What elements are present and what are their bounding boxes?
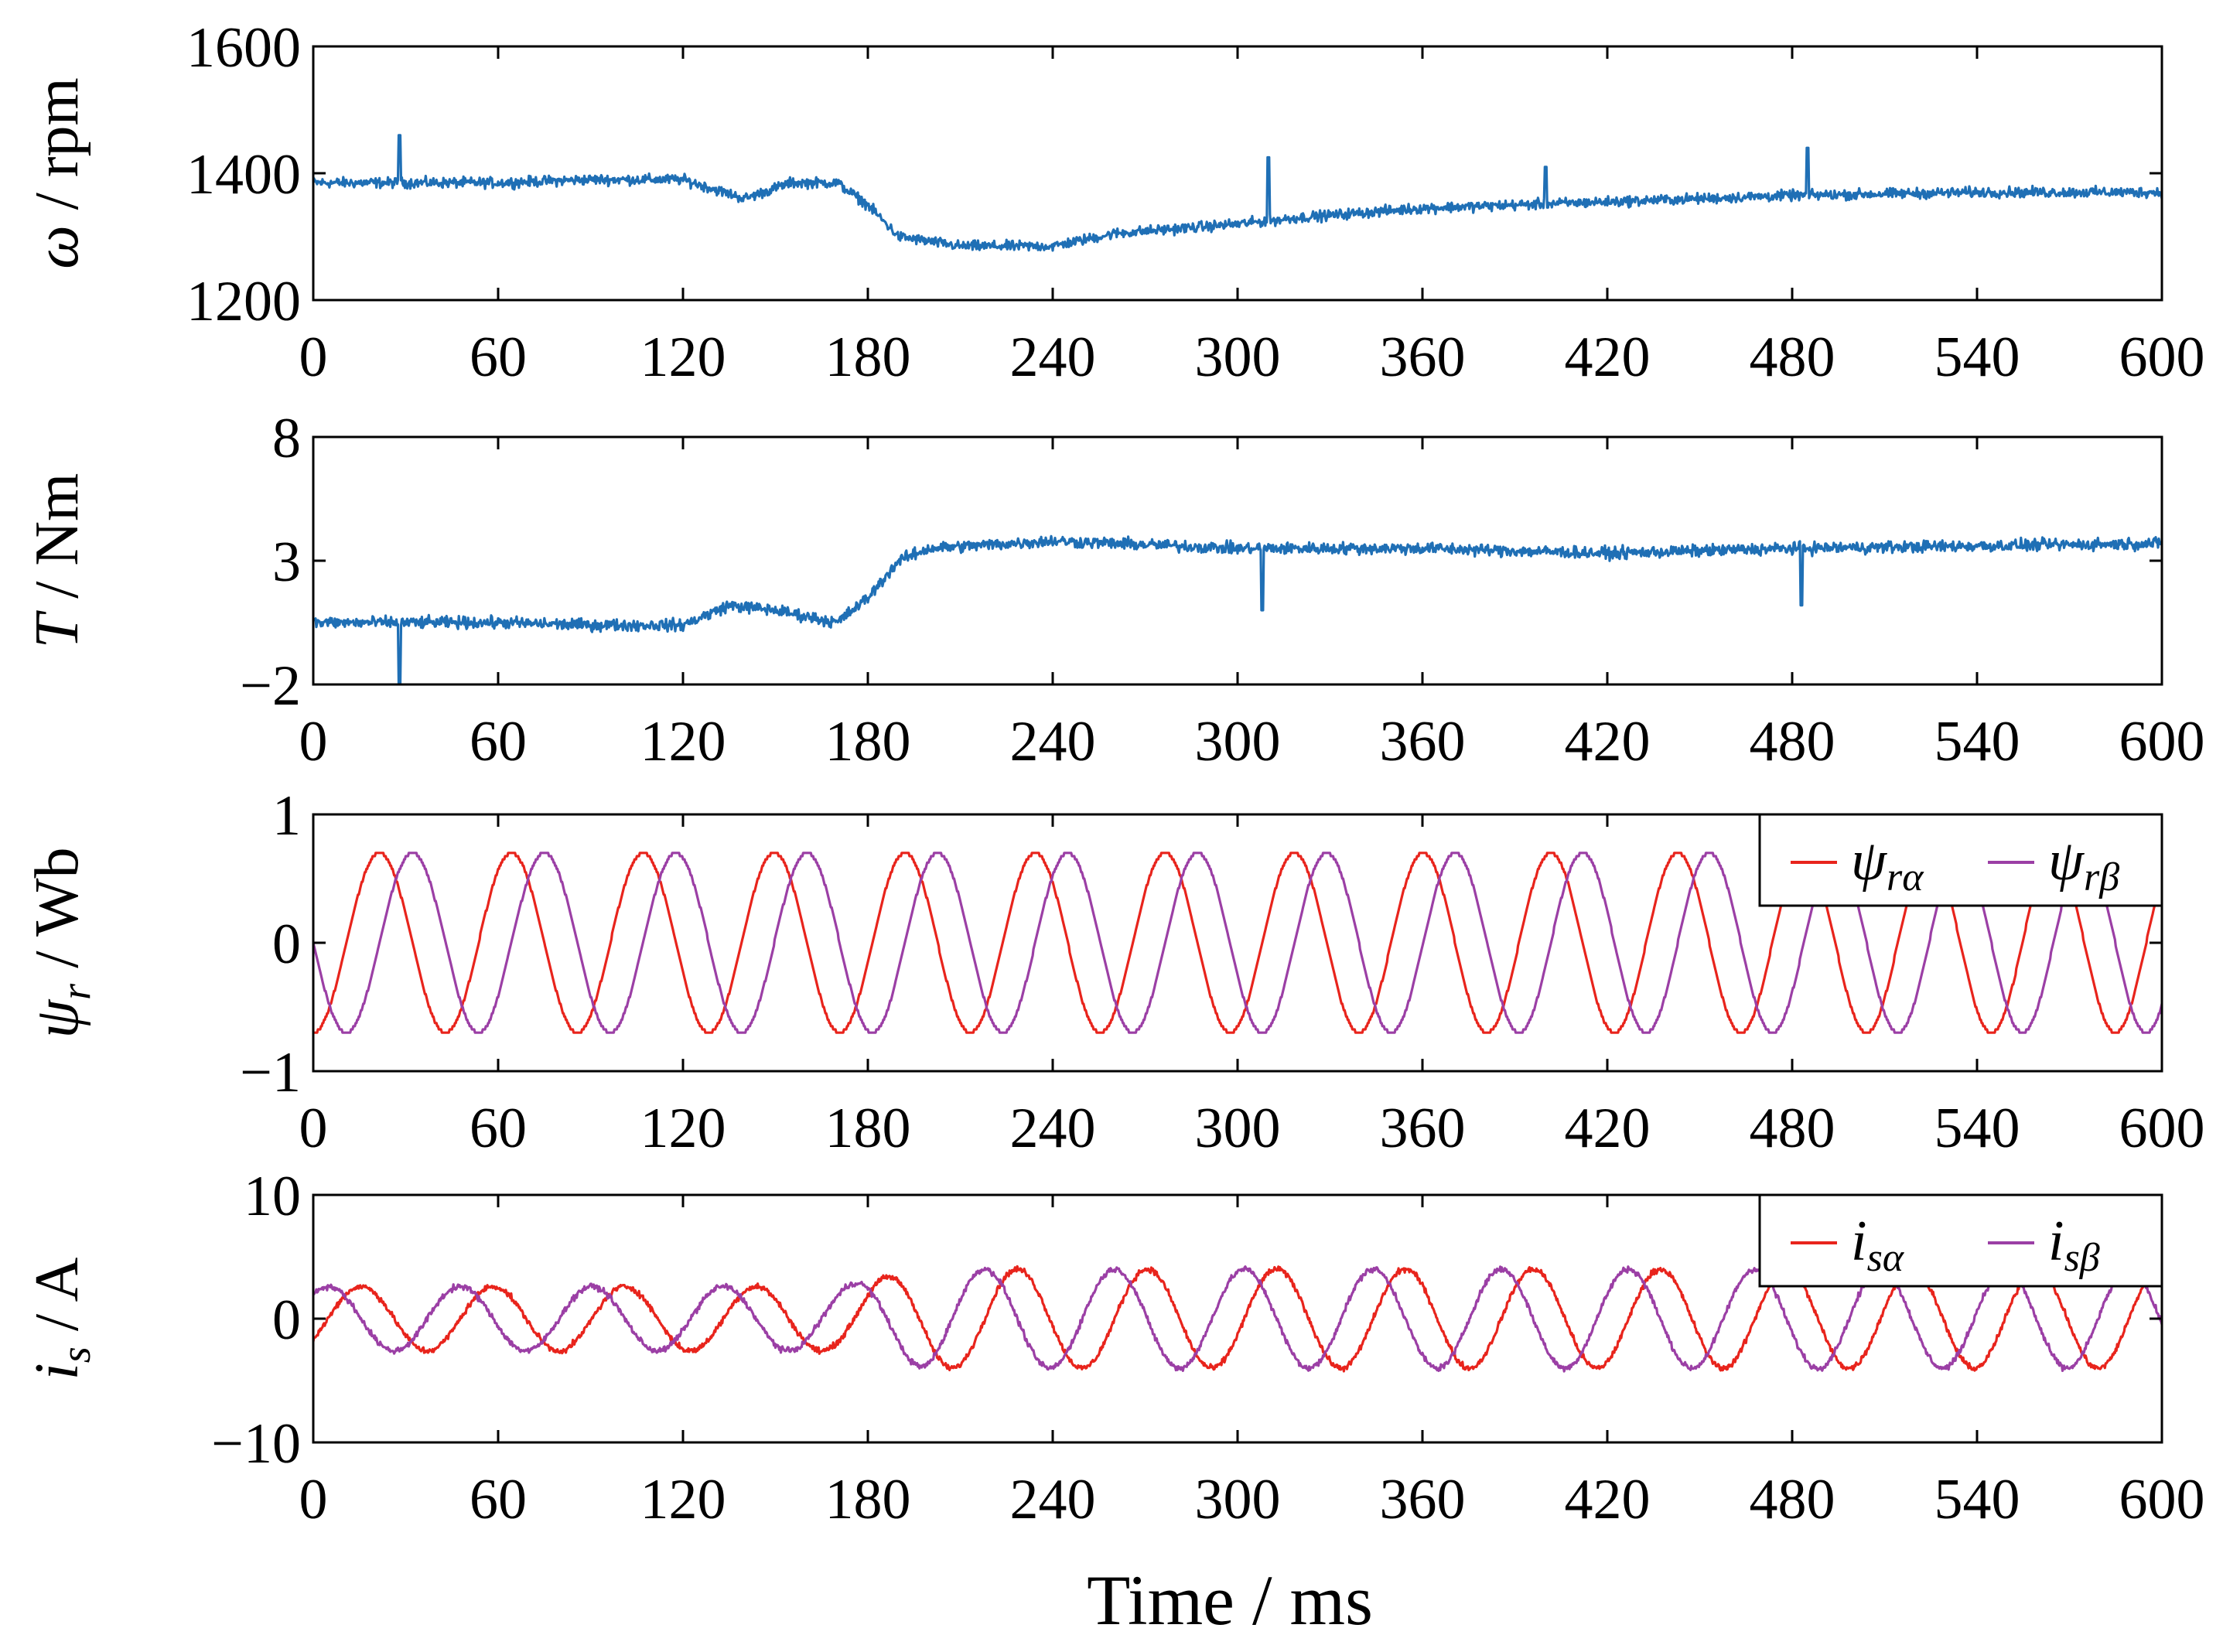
x-tick-label: 120 <box>640 1097 726 1160</box>
x-tick-label: 600 <box>2119 1097 2205 1160</box>
y-tick-label: −10 <box>211 1412 301 1476</box>
legend-label: ψrβ <box>2048 829 2119 899</box>
x-tick-label: 0 <box>299 326 328 389</box>
series-flux-0 <box>313 852 2162 1034</box>
y-tick-label: −2 <box>240 654 301 718</box>
x-tick-label: 360 <box>1380 1468 1466 1531</box>
x-tick-label: 600 <box>2119 326 2205 389</box>
x-tick-label: 300 <box>1195 1097 1281 1160</box>
x-tick-label: 180 <box>825 710 911 773</box>
x-tick-label: 240 <box>1010 326 1096 389</box>
y-tick-label: 1400 <box>186 143 301 206</box>
x-tick-label: 0 <box>299 1097 328 1160</box>
x-tick-label: 600 <box>2119 1468 2205 1531</box>
series-speed-0 <box>313 134 2162 252</box>
x-tick-label: 300 <box>1195 326 1281 389</box>
y-tick-label: 8 <box>272 407 301 470</box>
y-tick-label: −1 <box>240 1041 301 1104</box>
x-tick-label: 480 <box>1750 326 1835 389</box>
series-torque-0 <box>313 534 2162 684</box>
y-tick-label: 1 <box>272 784 301 848</box>
series-current-1 <box>313 1265 2162 1373</box>
x-tick-label: 180 <box>825 1097 911 1160</box>
y-axis-label: T / Nm <box>23 473 91 649</box>
x-tick-label: 480 <box>1750 1468 1835 1531</box>
x-tick-label: 600 <box>2119 710 2205 773</box>
legend: ψrα ψrβ <box>1758 813 2163 907</box>
x-tick-label: 420 <box>1565 1468 1651 1531</box>
x-tick-label: 480 <box>1750 710 1835 773</box>
series-current-0 <box>313 1265 2162 1373</box>
legend-label: isα <box>1851 1210 1905 1280</box>
panel-torque: 0 60 120 180 240 300 360 420 480 540 600 −2 3 8 T / Nm <box>23 407 2205 773</box>
y-axis-label: is / A <box>23 1257 99 1380</box>
y-tick-label: 1600 <box>186 16 301 80</box>
x-tick-label: 180 <box>825 326 911 389</box>
y-tick-label: 3 <box>272 531 301 594</box>
x-tick-label: 300 <box>1195 1468 1281 1531</box>
legend-label: ψrα <box>1851 829 1924 899</box>
x-tick-label: 540 <box>1934 1468 2020 1531</box>
x-tick-label: 540 <box>1934 710 2020 773</box>
x-tick-label: 420 <box>1565 710 1651 773</box>
x-tick-label: 120 <box>640 710 726 773</box>
x-tick-label: 480 <box>1750 1097 1835 1160</box>
x-axis-label: Time / ms <box>1087 1561 1373 1640</box>
x-tick-label: 60 <box>470 1468 527 1531</box>
x-tick-label: 0 <box>299 710 328 773</box>
x-tick-label: 540 <box>1934 326 2020 389</box>
x-tick-label: 60 <box>470 1097 527 1160</box>
x-tick-label: 0 <box>299 1468 328 1531</box>
x-tick-label: 120 <box>640 1468 726 1531</box>
panel-speed: 0 60 120 180 240 300 360 420 480 540 600 1200 1400 16… <box>23 16 2205 389</box>
x-tick-label: 360 <box>1380 326 1466 389</box>
x-tick-label: 240 <box>1010 710 1096 773</box>
y-tick-label: 0 <box>272 1288 301 1352</box>
x-tick-label: 180 <box>825 1468 911 1531</box>
y-tick-label: 10 <box>244 1165 301 1228</box>
x-tick-label: 240 <box>1010 1468 1096 1531</box>
y-tick-label: 1200 <box>186 270 301 333</box>
x-tick-label: 60 <box>470 710 527 773</box>
x-tick-label: 360 <box>1380 710 1466 773</box>
legend-label: isβ <box>2048 1210 2100 1280</box>
x-tick-label: 540 <box>1934 1097 2020 1160</box>
y-tick-label: 0 <box>272 913 301 976</box>
y-axis-label: ω / rpm <box>23 77 91 269</box>
x-tick-label: 240 <box>1010 1097 1096 1160</box>
plot-frame <box>312 45 2163 302</box>
x-tick-label: 360 <box>1380 1097 1466 1160</box>
x-tick-label: 300 <box>1195 710 1281 773</box>
x-tick-label: 420 <box>1565 1097 1651 1160</box>
plot-frame <box>312 435 2163 686</box>
x-tick-label: 420 <box>1565 326 1651 389</box>
legend: isα isβ <box>1758 1193 2163 1288</box>
x-tick-label: 60 <box>470 326 527 389</box>
x-tick-label: 120 <box>640 326 726 389</box>
y-axis-label: ψr / Wb <box>23 848 99 1039</box>
